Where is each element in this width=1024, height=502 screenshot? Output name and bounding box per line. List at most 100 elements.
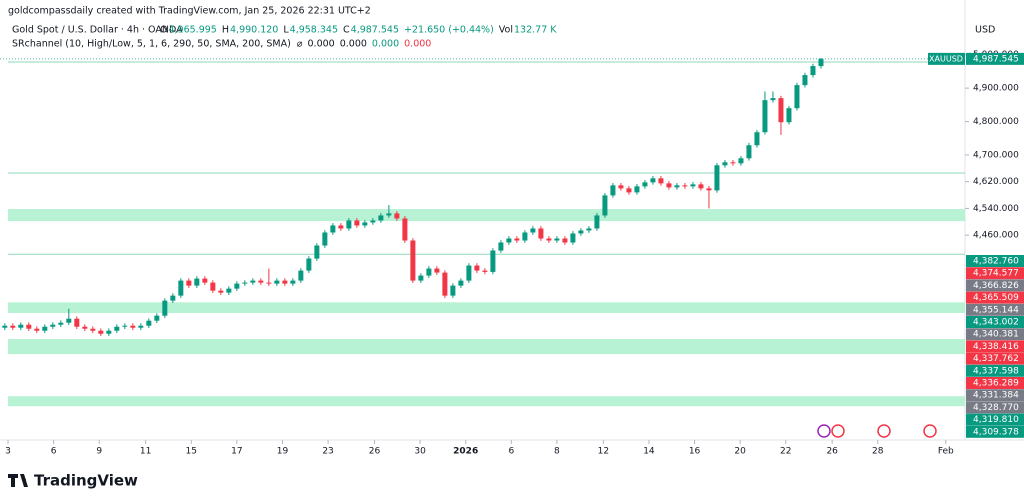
price-label-bg <box>966 425 1024 438</box>
candle-body <box>98 330 104 334</box>
event-icons <box>817 424 937 438</box>
y-tick-label: 4,800.000 <box>973 117 1019 127</box>
y-tick-label: 4,620.000 <box>973 177 1019 187</box>
y-tick-label: 4,700.000 <box>973 150 1019 160</box>
x-tick-label: 9 <box>96 447 102 457</box>
candle-body <box>386 213 392 216</box>
candle-body <box>714 165 720 191</box>
legend-value: 132.77 K <box>514 25 557 36</box>
event-icon[interactable] <box>831 424 845 438</box>
candle-body <box>450 285 456 296</box>
sr-zone <box>8 209 965 222</box>
x-tick-label: 22 <box>780 447 791 457</box>
candle-body <box>482 270 488 272</box>
candle-body <box>394 213 400 219</box>
x-tick-label: 11 <box>140 447 151 457</box>
x-tick-label: 15 <box>186 447 197 457</box>
event-icon[interactable] <box>817 424 831 438</box>
x-tick-label: 8 <box>554 447 560 457</box>
price-label-bg <box>966 267 1024 280</box>
candle-body <box>578 230 584 234</box>
legend-value: +21.650 (+0.44%) <box>404 25 494 36</box>
candle-body <box>418 275 424 281</box>
candle-body <box>698 184 704 189</box>
indicator-value: 0.000 <box>404 39 431 50</box>
price-label: 4,337.762 <box>973 354 1019 364</box>
candle-body <box>146 320 152 326</box>
plot-area <box>0 58 965 407</box>
legend-key: Vol <box>499 25 513 36</box>
candle-body <box>378 215 384 221</box>
event-icon[interactable] <box>923 424 937 438</box>
candle-body <box>730 162 736 164</box>
candle-body <box>34 328 40 331</box>
symbol-badge: XAUUSD <box>929 54 963 63</box>
candle-body <box>434 268 440 273</box>
candle-body <box>810 66 816 76</box>
price-label-bg <box>966 389 1024 402</box>
candle-body <box>514 238 520 241</box>
candle-body <box>354 220 360 226</box>
candle-body <box>538 228 544 239</box>
sr-zone <box>8 302 965 314</box>
price-label-bg <box>966 364 1024 377</box>
x-tick-label: 14 <box>643 447 655 457</box>
price-label: 4,365.509 <box>973 293 1019 303</box>
price-label: 4,336.289 <box>973 379 1019 389</box>
candle-body <box>602 195 608 216</box>
event-icon[interactable] <box>877 424 891 438</box>
x-tick-label: Feb <box>938 447 954 457</box>
candle-body <box>442 272 448 296</box>
last-price-bg <box>966 52 1024 65</box>
candle-body <box>82 326 88 329</box>
candle-body <box>274 280 280 284</box>
y-tick-label: 4,460.000 <box>973 231 1019 241</box>
last-price: 4,987.545 <box>973 54 1019 64</box>
candle-body <box>194 278 200 286</box>
candle-body <box>314 245 320 259</box>
price-label: 4,338.416 <box>973 342 1019 352</box>
candle-body <box>546 238 552 241</box>
candle-body <box>778 98 784 123</box>
currency: USD <box>975 25 995 36</box>
price-label-bg <box>966 413 1024 426</box>
indicator-title: SRchannel (10, High/Low, 5, 1, 6, 290, 5… <box>12 39 291 50</box>
candle-body <box>170 295 176 301</box>
candle-body <box>330 225 336 233</box>
candle-body <box>770 98 776 101</box>
candle-body <box>306 258 312 271</box>
price-label-bg <box>966 401 1024 414</box>
y-tick-label: 4,900.000 <box>973 84 1019 94</box>
legend-key: C <box>343 25 350 36</box>
legend-key: L <box>283 25 289 36</box>
x-tick-label: 26 <box>369 447 381 457</box>
price-label-bg <box>966 352 1024 365</box>
brand-name: TradingView <box>34 472 138 490</box>
candle-body <box>290 280 296 284</box>
candle-body <box>754 132 760 146</box>
x-tick-label: 17 <box>231 447 242 457</box>
candle-body <box>370 220 376 223</box>
price-label: 4,331.384 <box>973 391 1019 401</box>
x-tick-label: 16 <box>689 447 701 457</box>
legend-key: H <box>222 25 229 36</box>
x-tick-label: 2026 <box>453 447 478 457</box>
logo-mark <box>8 474 28 487</box>
price-label: 4,337.598 <box>973 366 1019 376</box>
candle-body <box>58 322 64 325</box>
y-tick-label: 4,540.000 <box>973 204 1019 214</box>
candle-body <box>506 238 512 243</box>
price-label: 4,366.826 <box>973 281 1019 291</box>
price-label: 4,343.002 <box>973 318 1019 328</box>
legend-value: 4,987.545 <box>351 25 399 36</box>
price-label-bg <box>966 303 1024 316</box>
candle-body <box>474 265 480 271</box>
candle-body <box>650 178 656 183</box>
candle-body <box>154 315 160 321</box>
legend-value: 4,958.345 <box>290 25 338 36</box>
candle-body <box>570 233 576 243</box>
candle-body <box>130 325 136 328</box>
candle-body <box>634 186 640 193</box>
